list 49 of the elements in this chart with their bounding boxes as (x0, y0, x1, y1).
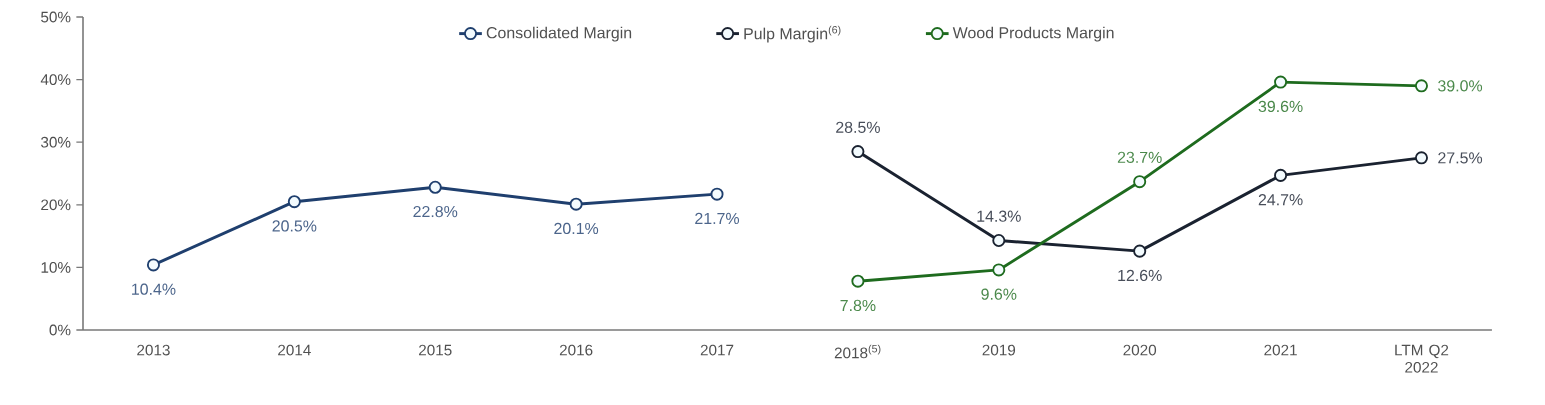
data-label: 9.6% (981, 288, 1017, 300)
point (851, 145, 865, 159)
data-label: 39.6% (1258, 100, 1303, 113)
x-tick-label: 2013 (137, 344, 170, 356)
data-label: 14.3% (977, 210, 1021, 222)
x-tick-label: 2021 (1264, 344, 1297, 356)
x-tick-label: LTM Q2 2022 (1395, 344, 1449, 373)
y-tick-label: 50% (41, 11, 71, 23)
data-label: 24.7% (1258, 194, 1303, 206)
y-tick-label: 30% (41, 136, 71, 148)
point (1274, 75, 1288, 89)
point (1414, 151, 1428, 165)
y-tick-label: 40% (40, 74, 71, 86)
point (146, 258, 160, 272)
y-tick-label: 0% (49, 324, 71, 336)
legend-label: Wood Products Margin (952, 26, 1114, 42)
point (569, 197, 583, 211)
point (992, 233, 1006, 247)
data-label: 27.5% (1438, 152, 1483, 164)
data-label: 12.6% (1118, 269, 1162, 282)
data-label: 39.0% (1438, 80, 1483, 92)
point (428, 180, 442, 194)
x-tick-label: 2015 (419, 344, 452, 356)
data-label: 20.5% (272, 220, 317, 232)
point (1133, 244, 1147, 258)
x-tick-label: 2018$^{(5)}$ (834, 344, 881, 359)
point (992, 263, 1006, 277)
point (1274, 168, 1288, 182)
point (710, 187, 724, 201)
point (851, 274, 865, 288)
data-label: 20.1% (554, 222, 599, 235)
point (1133, 175, 1147, 189)
y-tick-label: 10% (41, 261, 71, 273)
y-tick-label: 20% (41, 199, 71, 211)
data-label: 23.7% (1117, 151, 1162, 163)
x-tick-label: 2019 (982, 344, 1016, 356)
point (1414, 79, 1428, 93)
data-label: 7.8% (840, 299, 876, 312)
data-label: 21.7% (695, 212, 740, 225)
data-label: 10.4% (132, 283, 176, 295)
data-label: 28.5% (836, 121, 880, 133)
legend-label: Consolidated Margin (486, 26, 632, 42)
x-tick-label: 2016 (559, 344, 593, 356)
legend-label: Pulp Margin$^{(6)}$ (744, 25, 841, 43)
x-tick-label: 2014 (278, 344, 311, 356)
point (287, 195, 301, 209)
data-label: 22.8% (413, 205, 458, 218)
x-tick-label: 2020 (1123, 344, 1157, 356)
x-tick-label: 2017 (700, 344, 734, 356)
